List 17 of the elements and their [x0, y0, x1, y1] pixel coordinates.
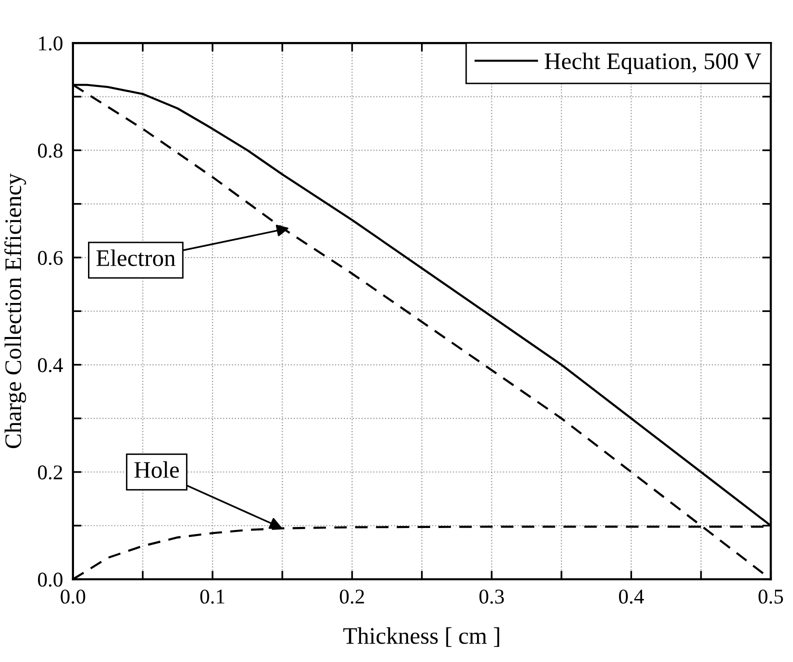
x-tick-label: 0.1	[200, 590, 224, 604]
y-tick-label: 0.2	[38, 465, 62, 480]
y-tick-label: 0.4	[38, 358, 63, 372]
y-tick-label: 1.0	[39, 36, 62, 51]
x-axis-title: Thickness [ cm ]	[343, 627, 500, 647]
y-tick-label: 0.8	[38, 144, 62, 158]
annotation: Electron	[96, 249, 176, 266]
x-tick-label: 0.2	[340, 590, 364, 604]
x-tick-label: 0.4	[619, 590, 644, 604]
y-tick-label: 0.0	[38, 572, 62, 587]
legend-label: Hecht Equation, 500 V	[544, 52, 762, 74]
x-tick-label: 0.5	[758, 590, 784, 604]
text: 0.0	[60, 590, 86, 604]
y-tick-label: 0.6	[38, 250, 63, 266]
y-axis-title: Charge Collection Efficiency	[4, 173, 26, 448]
x-tick-label: 0.3	[479, 590, 504, 604]
annotation: Hole	[134, 461, 179, 478]
